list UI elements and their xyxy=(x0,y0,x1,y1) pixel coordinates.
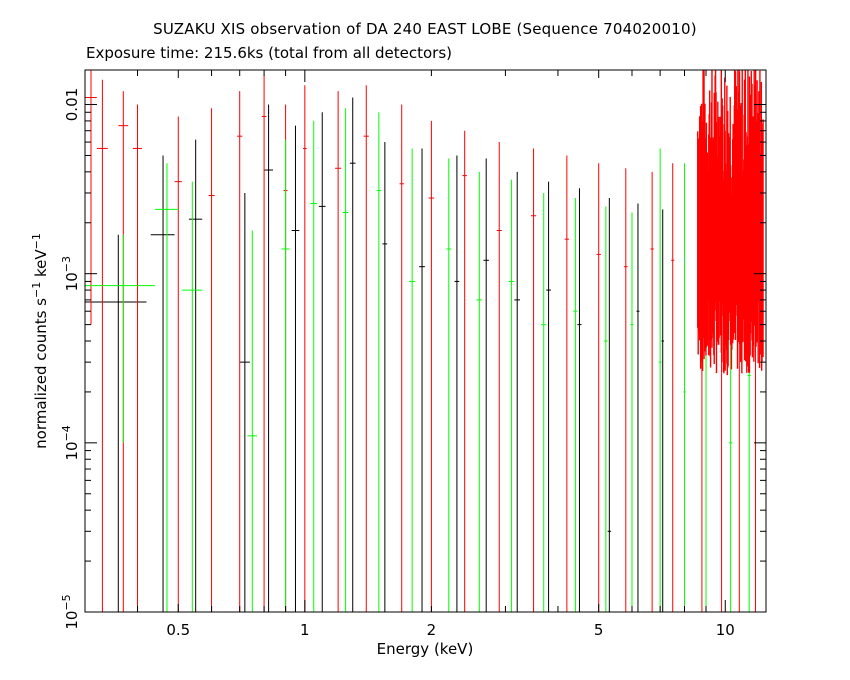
dense-red-band xyxy=(697,70,764,376)
chart-title: SUZAKU XIS observation of DA 240 EAST LO… xyxy=(153,20,697,38)
axis-ticks xyxy=(84,70,766,613)
y-tick-label: 10−5 xyxy=(60,594,81,629)
tick-base: 10 xyxy=(63,441,81,460)
data-point xyxy=(261,74,267,612)
data-point xyxy=(683,163,686,612)
data-point xyxy=(671,163,675,612)
data-point xyxy=(658,148,662,612)
data-point xyxy=(508,179,515,612)
data-point xyxy=(335,91,342,612)
svg-text:10−4: 10−4 xyxy=(60,425,81,460)
data-point xyxy=(363,85,369,612)
y-tick-label: 10−3 xyxy=(60,256,81,291)
data-point xyxy=(154,163,179,612)
x-tick-label: 10 xyxy=(716,621,735,639)
data-point xyxy=(291,125,300,612)
data-point xyxy=(349,97,356,612)
data-point xyxy=(630,212,634,612)
data-point xyxy=(409,148,416,612)
data-point xyxy=(428,120,435,612)
data-point xyxy=(604,206,608,612)
data-point xyxy=(596,163,601,612)
ylabel-part1: normalized counts s xyxy=(32,298,50,449)
x-tick-label: 1 xyxy=(300,621,310,639)
data-point xyxy=(636,203,640,612)
tick-exponent: −4 xyxy=(60,425,73,441)
data-point xyxy=(281,139,290,612)
x-tick-label: 2 xyxy=(427,621,437,639)
data-point xyxy=(514,171,521,612)
series-layer xyxy=(85,70,758,612)
data-point xyxy=(150,155,175,612)
data-point xyxy=(85,234,147,612)
x-tick-label: 0.5 xyxy=(166,621,190,639)
data-point xyxy=(462,130,467,612)
data-point xyxy=(174,116,182,612)
data-point xyxy=(541,192,547,612)
data-point xyxy=(188,139,203,612)
data-point xyxy=(302,85,307,612)
x-axis-label: Energy (keV) xyxy=(376,640,474,658)
y-axis-label: normalized counts s−1 keV−1 xyxy=(30,233,50,449)
data-point xyxy=(577,188,582,612)
tick-base: 10 xyxy=(63,272,81,291)
data-point xyxy=(483,158,489,612)
data-point xyxy=(181,181,203,612)
data-point xyxy=(85,234,155,443)
data-point xyxy=(318,112,326,612)
y-tick-label: 10−4 xyxy=(60,425,81,460)
data-point xyxy=(85,70,97,325)
data-point xyxy=(208,108,215,612)
data-point xyxy=(446,158,452,612)
data-point xyxy=(573,198,578,612)
ylabel-part2: keV xyxy=(32,249,50,282)
tick-base: 10 xyxy=(63,611,81,630)
data-point xyxy=(376,112,382,612)
data-point xyxy=(476,171,483,612)
data-point xyxy=(607,198,612,612)
data-point xyxy=(564,155,570,612)
x-tick-label: 5 xyxy=(594,621,604,639)
data-point xyxy=(239,192,250,612)
tick-base: 0.01 xyxy=(63,88,81,121)
tick-exponent: −3 xyxy=(60,256,73,272)
svg-text:0.01: 0.01 xyxy=(63,88,81,121)
data-point xyxy=(342,108,349,612)
data-point xyxy=(247,230,258,612)
data-point xyxy=(530,148,537,612)
x-tick-labels: 0.5 1 2 5 10 xyxy=(166,621,734,639)
data-point xyxy=(237,91,243,612)
svg-text:10−3: 10−3 xyxy=(60,256,81,291)
svg-text:normalized counts s−1 keV−1: normalized counts s−1 keV−1 xyxy=(30,233,50,449)
data-point xyxy=(661,209,665,612)
tick-exponent: −5 xyxy=(60,594,73,610)
ylabel-sup1: −1 xyxy=(30,282,43,298)
data-point xyxy=(650,171,654,612)
data-point xyxy=(399,104,404,612)
data-point xyxy=(623,168,628,612)
data-point xyxy=(454,155,460,612)
ylabel-sup2: −1 xyxy=(30,233,43,249)
chart-subtitle: Exposure time: 215.6ks (total from all d… xyxy=(86,44,453,62)
data-point xyxy=(264,104,273,612)
data-point xyxy=(310,120,318,612)
y-tick-label: 0.01 xyxy=(63,88,81,121)
data-point xyxy=(419,148,425,612)
data-point xyxy=(496,142,502,612)
svg-text:10−5: 10−5 xyxy=(60,594,81,629)
data-point xyxy=(132,104,143,612)
data-point xyxy=(382,142,388,612)
data-point xyxy=(96,79,108,612)
data-point xyxy=(546,181,551,612)
